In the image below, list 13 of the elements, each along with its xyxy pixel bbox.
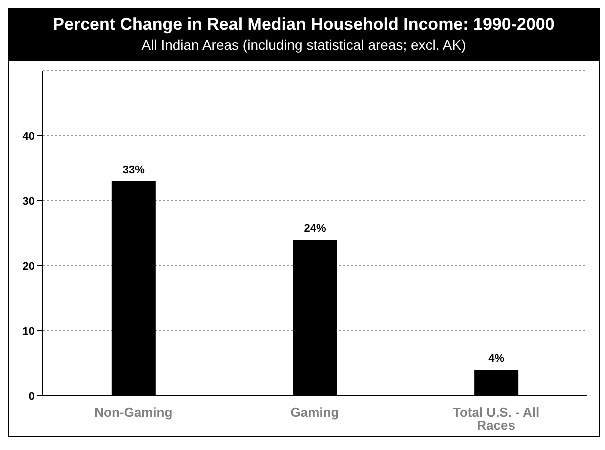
data-label: 24% [304,223,326,235]
x-tick-label: Gaming [290,405,340,420]
x-tick-label: Non-Gaming [94,405,173,420]
y-tick-label: 0 [28,390,35,403]
y-tick-label: 20 [22,260,35,273]
y-tick-label: 40 [22,130,35,143]
data-label: 4% [488,353,505,365]
chart-title: Percent Change in Real Median Household Income: 1990-2000 [52,15,556,35]
y-tick-label: 30 [22,196,35,208]
x-tick-label: Total U.S. - All Races [452,405,540,434]
data-label: 33% [122,164,146,176]
chart-subtitle: All Indian Areas (including statistical areas; excl. AK) [140,37,468,53]
y-tick-label: 10 [22,326,35,338]
